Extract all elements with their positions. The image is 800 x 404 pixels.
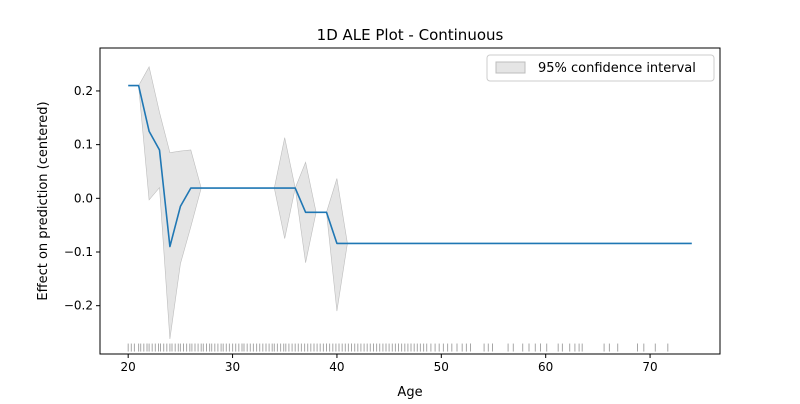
- ale-line: [128, 84, 692, 248]
- legend-label: 95% confidence interval: [538, 61, 696, 76]
- y-tick-label: 0.1: [74, 138, 93, 152]
- x-tick-label: 70: [642, 360, 657, 374]
- y-tick-label: −0.1: [64, 245, 93, 259]
- legend-box: [486, 54, 715, 82]
- x-tick-label: 40: [329, 360, 344, 374]
- y-tick-label: 0.2: [74, 84, 93, 98]
- legend-swatch: [495, 61, 526, 74]
- x-tick-label: 20: [121, 360, 136, 374]
- confidence-band-layer: [138, 65, 348, 340]
- rug-layer: [127, 343, 669, 352]
- x-axis-label: Age: [397, 385, 422, 400]
- y-axis-ticks: 0.2 0.1 0.0 −0.1 −0.2: [64, 84, 100, 313]
- ale-line-layer: [128, 84, 692, 248]
- y-tick-label: −0.2: [64, 299, 93, 313]
- x-tick-label: 30: [225, 360, 240, 374]
- legend: 95% confidence interval: [486, 54, 715, 82]
- x-axis-ticks: 20 30 40 50 60 70: [121, 354, 658, 374]
- x-tick-label: 60: [538, 360, 553, 374]
- y-tick-label: 0.0: [74, 191, 93, 205]
- y-axis-label: Effect on prediction (centered): [36, 101, 51, 300]
- chart-title: 1D ALE Plot - Continuous: [317, 26, 504, 44]
- x-tick-label: 50: [434, 360, 449, 374]
- plot-frame: [99, 47, 721, 355]
- confidence-band: [138, 65, 348, 340]
